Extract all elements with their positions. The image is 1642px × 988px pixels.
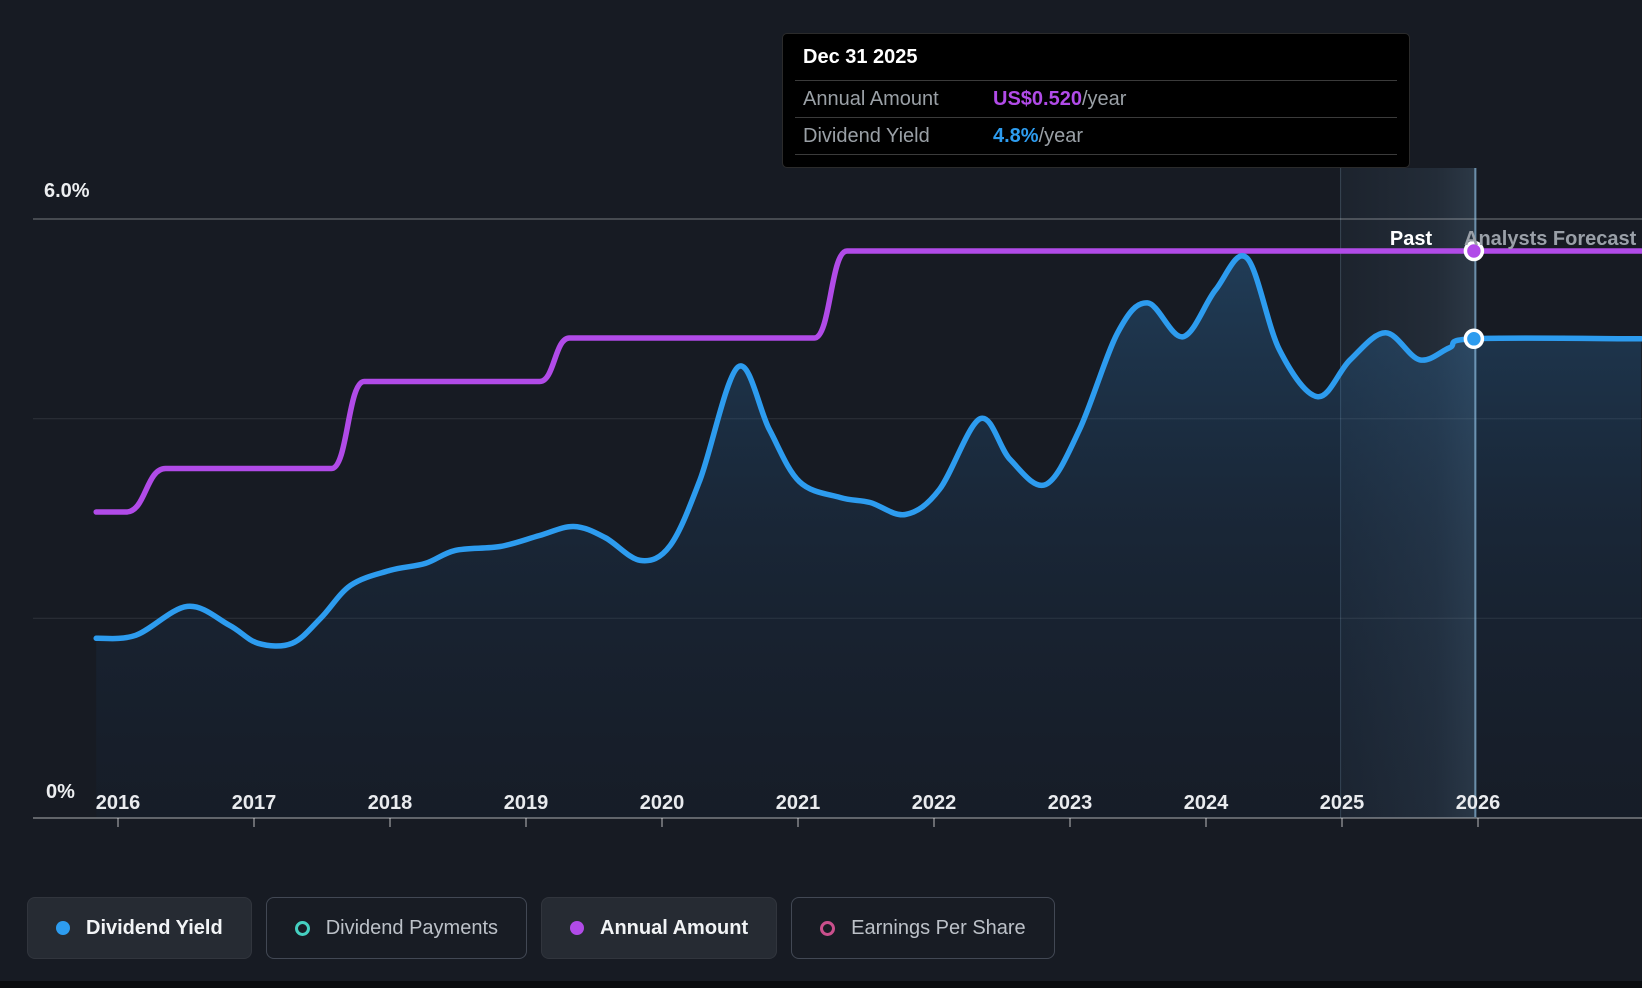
tooltip-dividend-yield-label: Dividend Yield	[803, 124, 930, 147]
analysts-forecast-zone-label: Analysts Forecast	[1464, 228, 1637, 250]
x-axis-label-2025: 2025	[1319, 792, 1365, 814]
annual-amount-marker-icon	[570, 921, 585, 935]
legend-button-dividend-yield[interactable]: Dividend Yield	[27, 897, 252, 959]
dividend-yield-line	[93, 253, 1642, 649]
legend-label-annual-amount: Annual Amount	[600, 916, 749, 939]
x-axis-label-2024: 2024	[1183, 792, 1229, 814]
x-axis-label-2018: 2018	[367, 792, 413, 814]
legend-button-earnings-per-share[interactable]: Earnings Per Share	[791, 897, 1055, 959]
legend-bar: Dividend Yield Dividend Payments Annual Am…	[27, 897, 1055, 959]
legend-label-dividend-yield: Dividend Yield	[86, 916, 223, 939]
x-axis-label-2021: 2021	[775, 792, 821, 814]
tooltip-annual-amount-value-group: US$0.520/year	[993, 88, 1126, 111]
dividend-yield-area-fill	[96, 255, 1642, 818]
annual-amount-marker-dot[interactable]	[1463, 240, 1485, 262]
tooltip-dividend-yield-suffix: /year	[1038, 124, 1084, 147]
x-axis-label-2023: 2023	[1047, 792, 1093, 814]
x-axis-label-2022: 2022	[911, 792, 957, 814]
x-axis-label-2016: 2016	[95, 792, 141, 814]
y-axis-label-max: 6.0%	[44, 180, 90, 202]
chart-tooltip: Dec 31 2025 Annual Amount US$0.520/year …	[782, 33, 1410, 168]
tooltip-annual-amount-value: US$0.520	[993, 87, 1082, 110]
tooltip-annual-amount-label: Annual Amount	[803, 87, 939, 110]
dividend-payments-marker-icon	[294, 920, 310, 936]
past-zone-label: Past	[1389, 228, 1433, 250]
y-axis-label-zero: 0%	[46, 781, 75, 803]
tooltip-row-dividend-yield: Dividend Yield 4.8%/year	[795, 118, 1397, 155]
footer-bar	[0, 981, 1642, 988]
x-axis-label-2019: 2019	[503, 792, 549, 814]
dividend-yield-marker-dot[interactable]	[1463, 328, 1485, 350]
legend-button-annual-amount[interactable]: Annual Amount	[541, 897, 778, 959]
x-axis-label-2020: 2020	[639, 792, 685, 814]
tooltip-dividend-yield-value-group: 4.8%/year	[993, 125, 1083, 148]
dividend-yield-marker-icon	[56, 921, 70, 935]
annual-amount-line	[93, 248, 1642, 515]
tooltip-annual-amount-suffix: /year	[1081, 87, 1127, 110]
legend-label-earnings-per-share: Earnings Per Share	[851, 916, 1026, 939]
legend-label-dividend-payments: Dividend Payments	[325, 916, 499, 939]
earnings-per-share-marker-icon	[820, 920, 836, 936]
tooltip-dividend-yield-value: 4.8%	[993, 124, 1039, 147]
tooltip-date: Dec 31 2025	[795, 34, 1397, 81]
x-axis-labels: 2016 2017 2018 2019 2020 2021 2022 2023 2024 2025…	[0, 792, 1642, 820]
legend-button-dividend-payments[interactable]: Dividend Payments	[265, 897, 528, 959]
x-axis-label-2026: 2026	[1455, 792, 1501, 814]
x-axis-label-2017: 2017	[231, 792, 277, 814]
x-axis-ticks	[117, 818, 1479, 827]
tooltip-row-annual-amount: Annual Amount US$0.520/year	[795, 81, 1397, 118]
